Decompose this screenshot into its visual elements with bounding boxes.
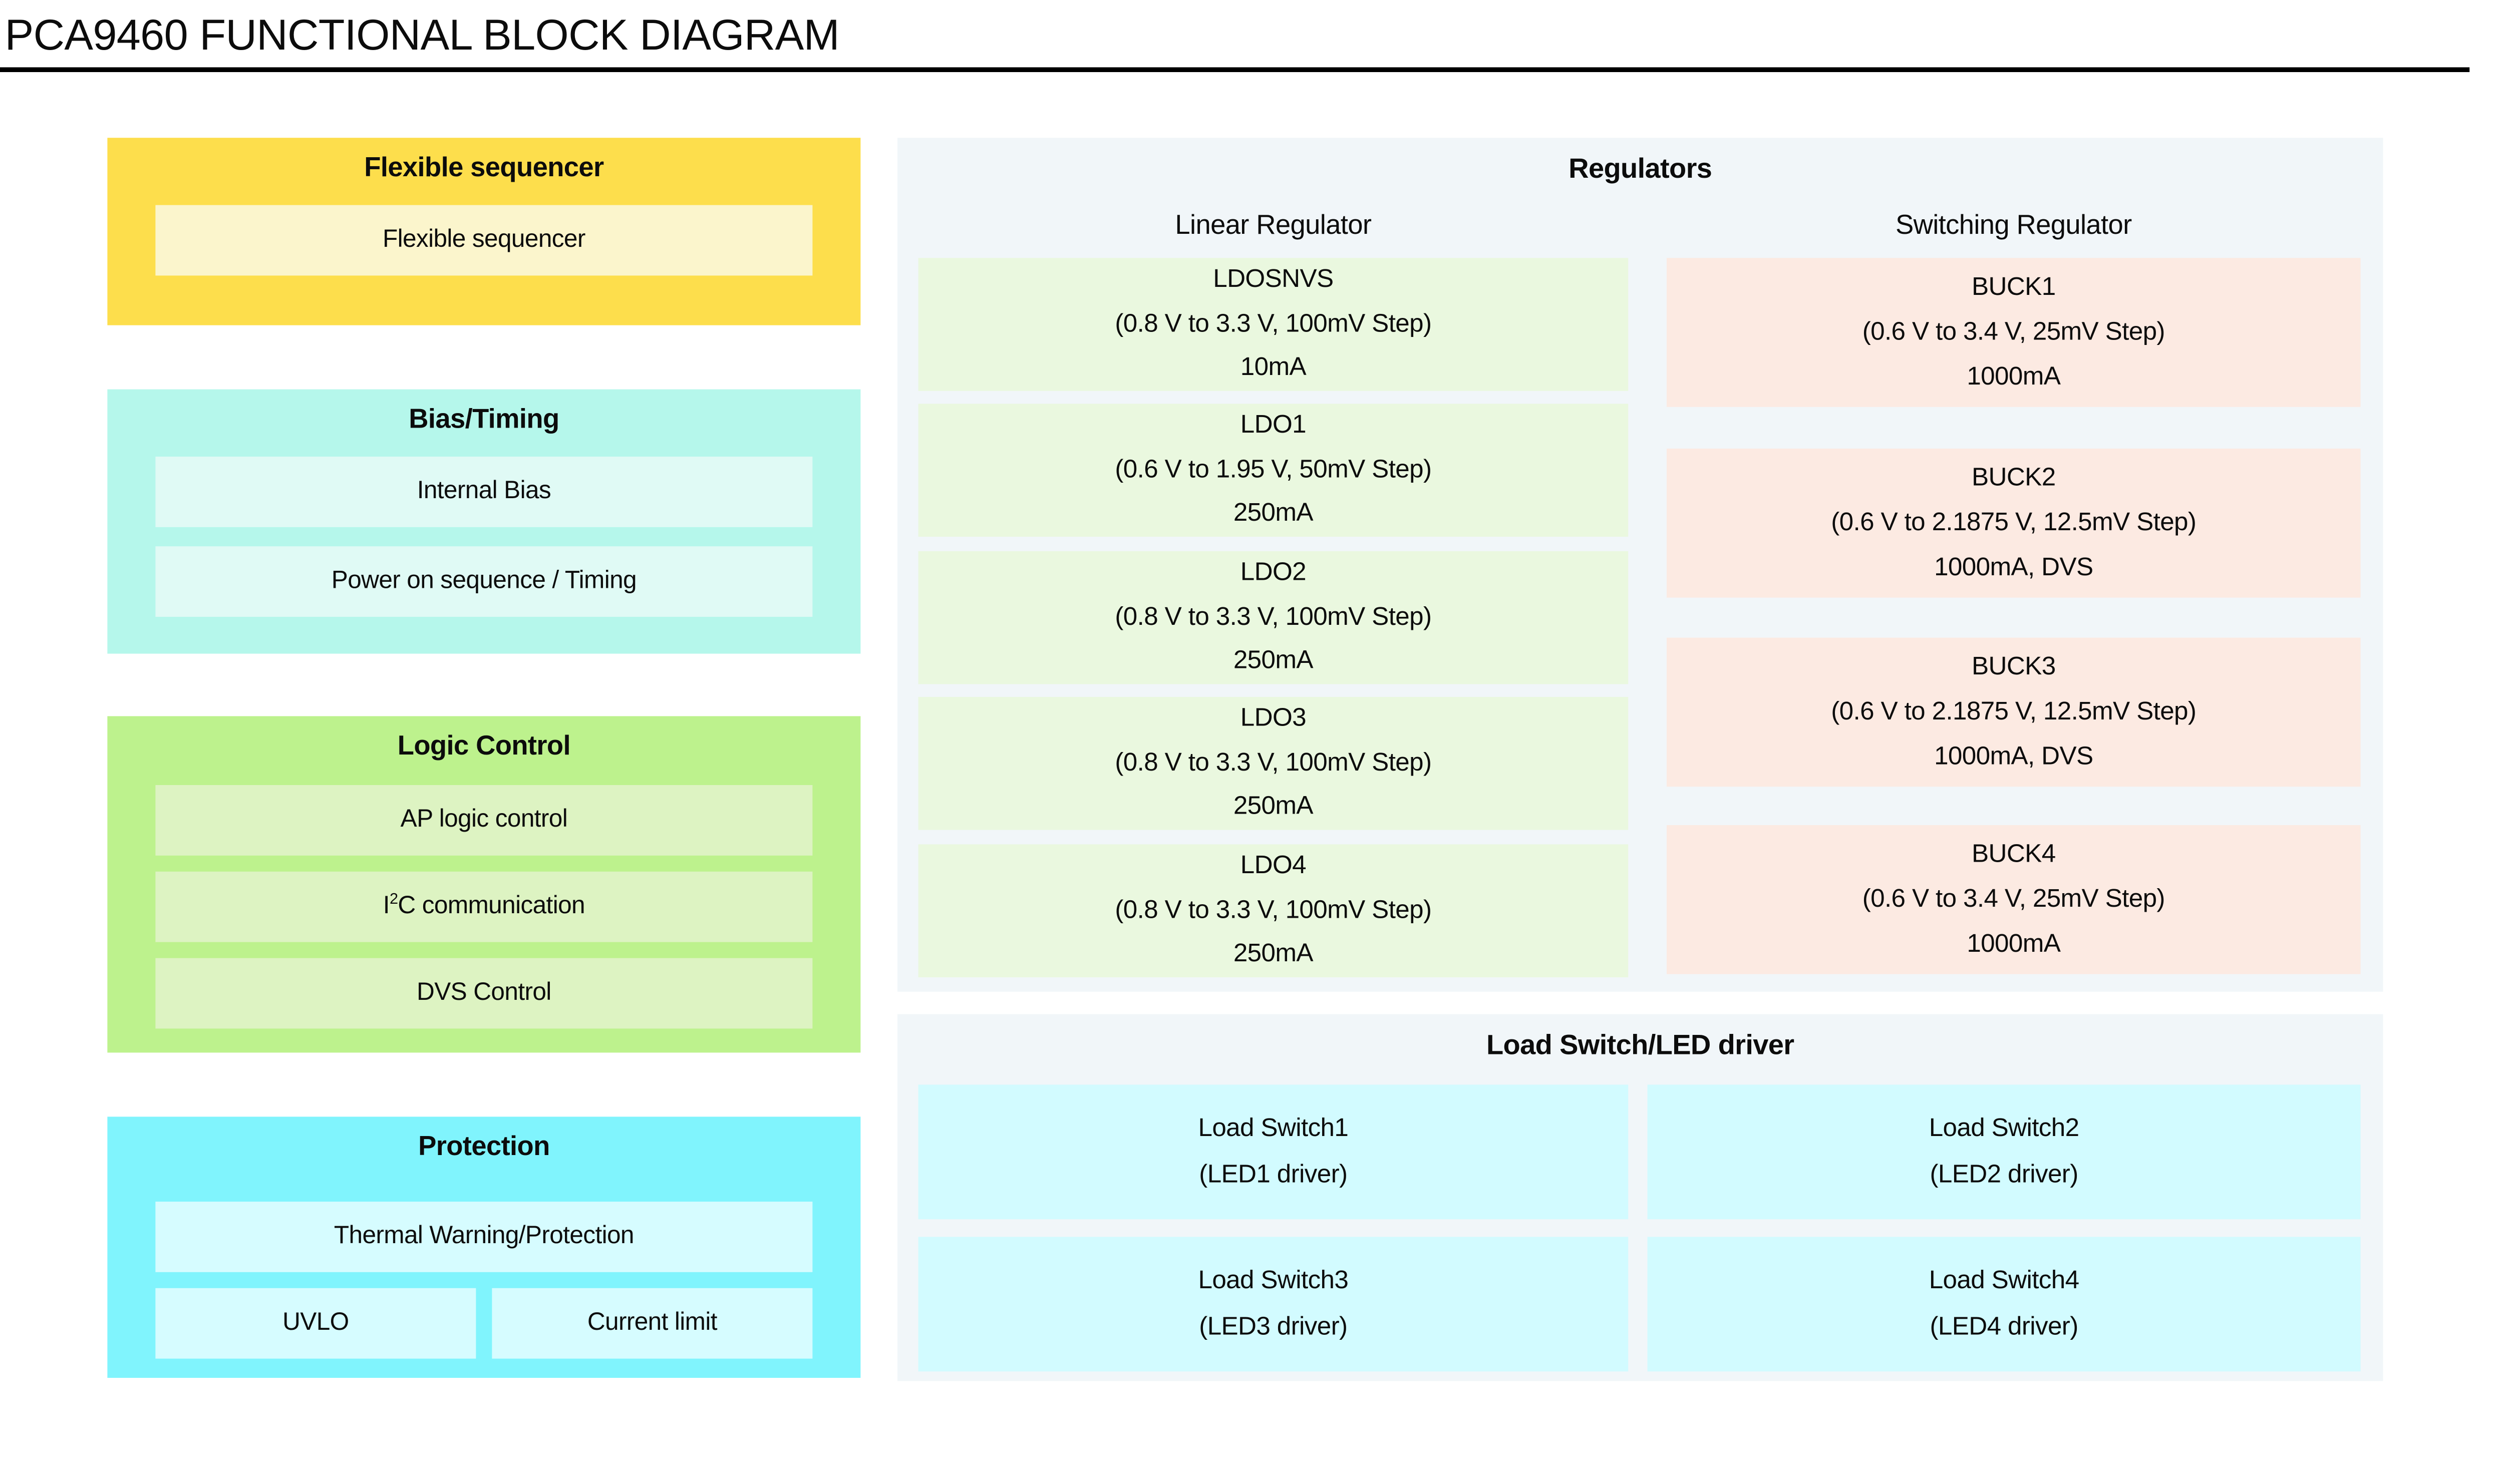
- ldo-current: 250mA: [1233, 647, 1314, 675]
- load-switch1-box: Load Switch1 (LED1 driver): [918, 1084, 1629, 1220]
- linear-regulator-column-header: Linear Regulator: [1175, 210, 1372, 240]
- buck-name: BUCK2: [1972, 464, 2056, 491]
- internal-bias-item: Internal Bias: [155, 457, 813, 527]
- bias-timing-header: Bias/Timing: [409, 404, 559, 435]
- logic-control-header: Logic Control: [397, 730, 571, 761]
- dvs-control-item: DVS Control: [155, 958, 813, 1029]
- ldo-range: (0.8 V to 3.3 V, 100mV Step): [1115, 749, 1432, 777]
- ldo-box-ldo2: LDO2 (0.8 V to 3.3 V, 100mV Step) 250mA: [918, 551, 1629, 684]
- ldo-box-ldo4: LDO4 (0.8 V to 3.3 V, 100mV Step) 250mA: [918, 844, 1629, 977]
- ldo-current: 250mA: [1233, 793, 1314, 821]
- switching-regulator-column-header: Switching Regulator: [1895, 210, 2132, 240]
- ap-logic-control-item: AP logic control: [155, 785, 813, 856]
- ldo-name: LDOSNVS: [1213, 266, 1334, 294]
- buck-name: BUCK4: [1972, 840, 2056, 868]
- buck-box-buck3: BUCK3 (0.6 V to 2.1875 V, 12.5mV Step) 1…: [1667, 637, 2361, 787]
- buck-current: 1000mA: [1967, 930, 2061, 957]
- ldo-range: (0.8 V to 3.3 V, 100mV Step): [1115, 603, 1432, 631]
- load-switch-name: Load Switch2: [1929, 1115, 2079, 1143]
- load-switch-sub: (LED3 driver): [1199, 1314, 1348, 1341]
- ldo-current: 250mA: [1233, 500, 1314, 528]
- protection-header: Protection: [418, 1131, 550, 1162]
- load-switch4-box: Load Switch4 (LED4 driver): [1647, 1237, 2361, 1372]
- title-underline: [0, 67, 2470, 72]
- thermal-warning-item: Thermal Warning/Protection: [155, 1202, 813, 1272]
- ldo-range: (0.8 V to 3.3 V, 100mV Step): [1115, 897, 1432, 924]
- buck-range: (0.6 V to 2.1875 V, 12.5mV Step): [1831, 509, 2197, 536]
- buck-range: (0.6 V to 3.4 V, 25mV Step): [1862, 318, 2165, 345]
- block-bias-timing: Bias/Timing Internal Bias Power on seque…: [107, 389, 861, 654]
- regulators-header: Regulators: [1569, 152, 1712, 184]
- load-switch-header: Load Switch/LED driver: [1486, 1028, 1794, 1061]
- block-protection: Protection Thermal Warning/Protection UV…: [107, 1117, 861, 1378]
- ldo-box-ldo1: LDO1 (0.6 V to 1.95 V, 50mV Step) 250mA: [918, 404, 1629, 537]
- buck-current: 1000mA, DVS: [1934, 553, 2093, 581]
- load-switch-name: Load Switch3: [1198, 1267, 1349, 1295]
- buck-current: 1000mA: [1967, 362, 2061, 391]
- buck-box-buck2: BUCK2 (0.6 V to 2.1875 V, 12.5mV Step) 1…: [1667, 449, 2361, 598]
- page-title: PCA9460 FUNCTIONAL BLOCK DIAGRAM: [5, 11, 840, 60]
- flexible-sequencer-item: Flexible sequencer: [155, 205, 813, 276]
- ldo-box-ldo3: LDO3 (0.8 V to 3.3 V, 100mV Step) 250mA: [918, 697, 1629, 830]
- load-switch-sub: (LED1 driver): [1199, 1162, 1348, 1189]
- panel-load-switch-led-driver: Load Switch/LED driver Load Switch1 (LED…: [897, 1014, 2383, 1381]
- buck-range: (0.6 V to 2.1875 V, 12.5mV Step): [1831, 697, 2197, 725]
- buck-current: 1000mA, DVS: [1934, 743, 2093, 770]
- buck-name: BUCK3: [1972, 653, 2056, 680]
- i2c-prefix: I: [383, 892, 390, 920]
- ldo-range: (0.6 V to 1.95 V, 50mV Step): [1115, 456, 1432, 484]
- ldo-name: LDO1: [1240, 412, 1307, 440]
- load-switch-sub: (LED4 driver): [1930, 1314, 2079, 1341]
- load-switch-name: Load Switch1: [1198, 1115, 1349, 1143]
- buck-box-buck4: BUCK4 (0.6 V to 3.4 V, 25mV Step) 1000mA: [1667, 825, 2361, 974]
- ldo-name: LDO3: [1240, 705, 1307, 733]
- current-limit-item: Current limit: [492, 1288, 813, 1359]
- panel-regulators: Regulators Linear Regulator Switching Re…: [897, 138, 2383, 992]
- load-switch-name: Load Switch4: [1929, 1267, 2079, 1295]
- power-on-sequence-item: Power on sequence / Timing: [155, 546, 813, 617]
- ldo-range: (0.8 V to 3.3 V, 100mV Step): [1115, 310, 1432, 338]
- block-flexible-sequencer: Flexible sequencer Flexible sequencer: [107, 138, 861, 325]
- load-switch3-box: Load Switch3 (LED3 driver): [918, 1237, 1629, 1372]
- flexible-sequencer-header: Flexible sequencer: [364, 152, 604, 183]
- ldo-name: LDO4: [1240, 853, 1307, 880]
- i2c-suffix: C communication: [398, 892, 585, 920]
- buck-range: (0.6 V to 3.4 V, 25mV Step): [1862, 885, 2165, 913]
- buck-box-buck1: BUCK1 (0.6 V to 3.4 V, 25mV Step) 1000mA: [1667, 258, 2361, 407]
- ldo-current: 10mA: [1240, 354, 1307, 382]
- ldo-current: 250mA: [1233, 941, 1314, 968]
- buck-name: BUCK1: [1972, 273, 2056, 300]
- ldo-name: LDO2: [1240, 559, 1307, 587]
- load-switch2-box: Load Switch2 (LED2 driver): [1647, 1084, 2361, 1220]
- load-switch-sub: (LED2 driver): [1930, 1162, 2079, 1189]
- ldo-box-ldosnvs: LDOSNVS (0.8 V to 3.3 V, 100mV Step) 10m…: [918, 258, 1629, 391]
- uvlo-item: UVLO: [155, 1288, 476, 1359]
